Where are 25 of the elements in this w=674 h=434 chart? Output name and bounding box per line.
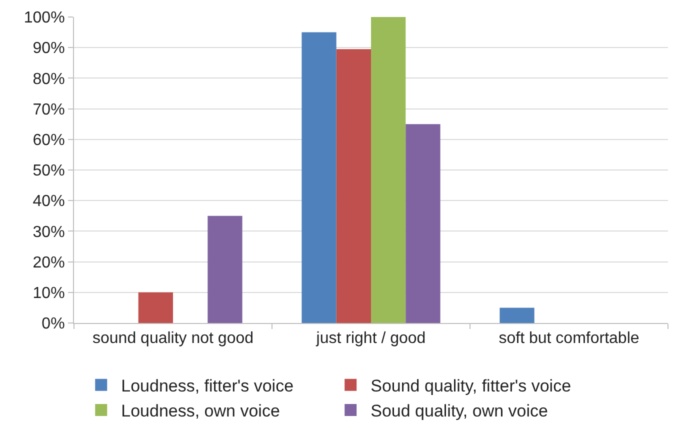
bar <box>500 308 534 323</box>
y-tick-label: 30% <box>32 224 65 241</box>
legend-label: Sound quality, fitter's voice <box>370 376 572 396</box>
legend-label: Loudness, own voice <box>121 402 280 421</box>
legend-label: Soud quality, own voice <box>370 402 548 421</box>
y-tick-label: 90% <box>32 40 65 58</box>
bar <box>371 17 406 323</box>
bar <box>406 124 440 323</box>
y-tick-label: 100% <box>24 10 65 27</box>
x-tick-label: soft but comfortable <box>498 330 640 348</box>
bar <box>302 32 336 323</box>
y-tick-label: 40% <box>32 193 65 210</box>
y-tick-label: 0% <box>42 316 65 333</box>
x-tick-label: just right / good <box>315 330 426 348</box>
y-tick-label: 80% <box>32 70 65 88</box>
y-tick-label: 50% <box>32 162 65 180</box>
bar <box>336 49 371 323</box>
y-tick-label: 20% <box>32 254 65 272</box>
y-tick-label: 10% <box>32 285 65 302</box>
bar <box>138 292 173 323</box>
y-tick-label: 70% <box>32 101 65 118</box>
y-tick-label: 60% <box>32 132 65 149</box>
x-tick-label: sound quality not good <box>92 330 254 348</box>
bar <box>208 216 242 323</box>
legend-label: Loudness, fitter's voice <box>121 376 294 396</box>
